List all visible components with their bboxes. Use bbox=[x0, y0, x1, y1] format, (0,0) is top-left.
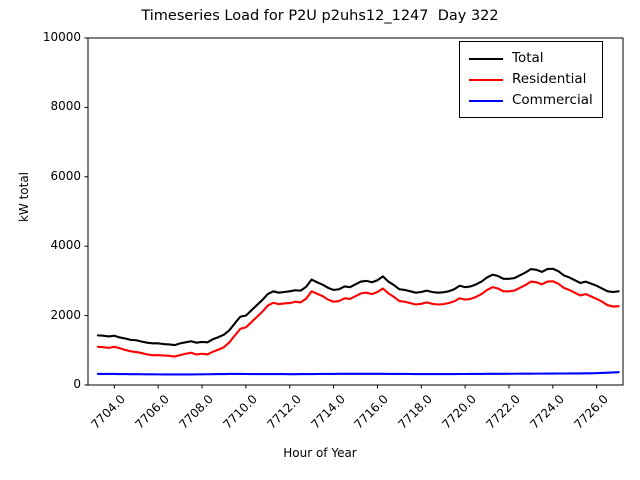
y-tick-label: 0 bbox=[73, 377, 81, 391]
y-tick-label: 4000 bbox=[50, 238, 81, 253]
series-line-total bbox=[96, 267, 620, 347]
legend-label: Total bbox=[512, 49, 544, 66]
legend-entry: Commercial bbox=[469, 90, 593, 111]
legend-line-swatch bbox=[469, 99, 503, 102]
legend-label: Commercial bbox=[512, 91, 593, 108]
y-axis-label: kW total bbox=[17, 171, 31, 223]
legend-entry: Total bbox=[469, 48, 593, 69]
y-tick-label: 2000 bbox=[50, 307, 81, 322]
legend-entry: Residential bbox=[469, 69, 593, 90]
series-line-commercial bbox=[96, 371, 620, 376]
legend-line-swatch bbox=[469, 78, 503, 81]
y-tick-label: 10000 bbox=[42, 30, 81, 44]
legend-line-swatch bbox=[469, 57, 503, 60]
series-line-residential bbox=[96, 280, 620, 358]
y-tick-label: 6000 bbox=[50, 168, 81, 183]
data-lines bbox=[96, 267, 620, 376]
chart-title: Timeseries Load for P2U p2uhs12_1247 Day… bbox=[141, 8, 499, 24]
y-tick-label: 8000 bbox=[50, 99, 81, 114]
legend-label: Residential bbox=[512, 70, 587, 87]
axis-ticks bbox=[84, 37, 598, 389]
x-axis-label: Hour of Year bbox=[283, 446, 357, 460]
chart-legend: Total Residential Commercial bbox=[459, 41, 603, 118]
